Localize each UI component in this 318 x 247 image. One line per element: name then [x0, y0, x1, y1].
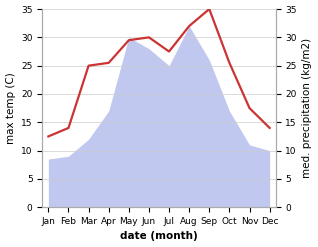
X-axis label: date (month): date (month)	[120, 231, 198, 242]
Y-axis label: max temp (C): max temp (C)	[5, 72, 16, 144]
Y-axis label: med. precipitation (kg/m2): med. precipitation (kg/m2)	[302, 38, 313, 178]
